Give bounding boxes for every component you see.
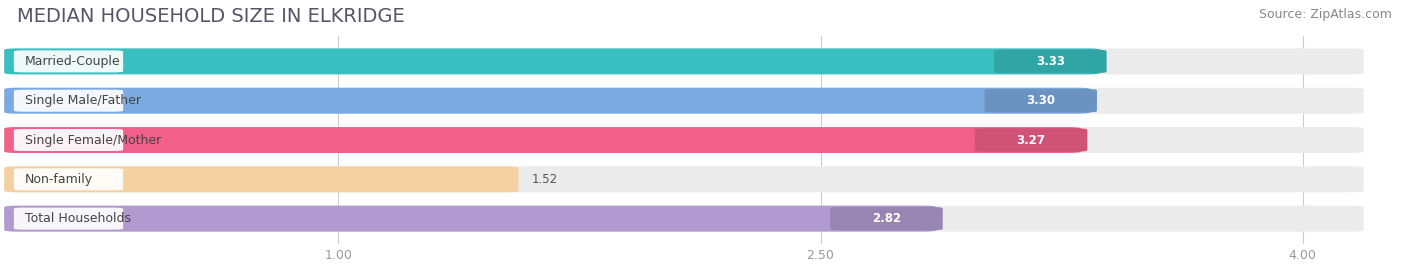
Text: Source: ZipAtlas.com: Source: ZipAtlas.com — [1258, 8, 1392, 21]
FancyBboxPatch shape — [4, 206, 1364, 232]
FancyBboxPatch shape — [4, 88, 1364, 114]
FancyBboxPatch shape — [984, 89, 1097, 112]
FancyBboxPatch shape — [994, 49, 1107, 73]
FancyBboxPatch shape — [830, 207, 942, 231]
Text: MEDIAN HOUSEHOLD SIZE IN ELKRIDGE: MEDIAN HOUSEHOLD SIZE IN ELKRIDGE — [17, 7, 405, 26]
FancyBboxPatch shape — [830, 207, 942, 231]
FancyBboxPatch shape — [4, 127, 1081, 153]
FancyBboxPatch shape — [4, 88, 1091, 114]
Text: Non-family: Non-family — [25, 173, 93, 186]
Text: 3.30: 3.30 — [1026, 94, 1056, 107]
FancyBboxPatch shape — [4, 48, 1099, 74]
Text: 3.33: 3.33 — [1036, 55, 1064, 68]
FancyBboxPatch shape — [994, 49, 1107, 73]
FancyBboxPatch shape — [14, 208, 124, 230]
FancyBboxPatch shape — [14, 129, 124, 151]
Text: Single Female/Mother: Single Female/Mother — [25, 133, 162, 147]
FancyBboxPatch shape — [984, 89, 1097, 112]
Text: 3.27: 3.27 — [1017, 133, 1046, 147]
Text: Married-Couple: Married-Couple — [25, 55, 121, 68]
Text: Single Male/Father: Single Male/Father — [25, 94, 141, 107]
FancyBboxPatch shape — [4, 206, 936, 232]
Text: 2.82: 2.82 — [872, 212, 901, 225]
FancyBboxPatch shape — [4, 166, 519, 192]
FancyBboxPatch shape — [4, 166, 1364, 192]
FancyBboxPatch shape — [14, 168, 124, 190]
FancyBboxPatch shape — [14, 90, 124, 112]
FancyBboxPatch shape — [14, 50, 124, 72]
Text: 1.52: 1.52 — [531, 173, 557, 186]
Text: Total Households: Total Households — [25, 212, 131, 225]
FancyBboxPatch shape — [4, 127, 1364, 153]
FancyBboxPatch shape — [4, 48, 1364, 74]
FancyBboxPatch shape — [974, 128, 1087, 152]
FancyBboxPatch shape — [974, 128, 1087, 152]
